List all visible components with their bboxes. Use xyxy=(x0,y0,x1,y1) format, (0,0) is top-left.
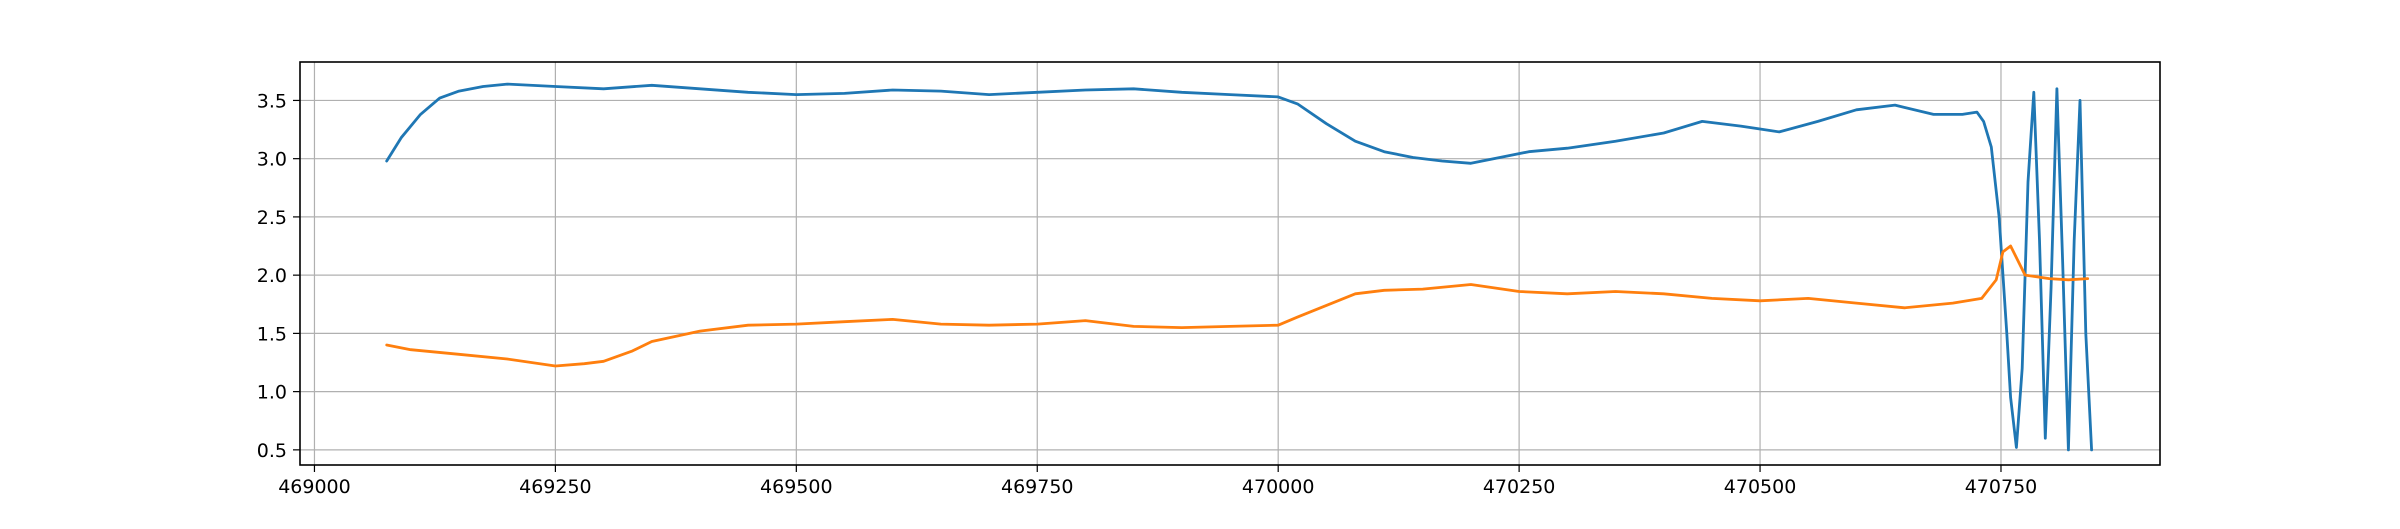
x-tick-label: 469750 xyxy=(1001,476,1074,498)
x-tick-label: 470250 xyxy=(1483,476,1556,498)
x-tick-label: 469500 xyxy=(760,476,833,498)
y-tick-label: 0.5 xyxy=(257,440,287,462)
x-tick-label: 469250 xyxy=(519,476,592,498)
y-tick-label: 2.5 xyxy=(257,207,287,229)
y-tick-label: 3.5 xyxy=(257,90,287,112)
y-tick-label: 1.0 xyxy=(257,382,287,404)
x-tick-label: 470500 xyxy=(1724,476,1797,498)
y-tick-label: 2.0 xyxy=(257,265,287,287)
y-tick-label: 1.5 xyxy=(257,323,287,345)
x-tick-label: 469000 xyxy=(278,476,351,498)
x-tick-label: 470000 xyxy=(1242,476,1315,498)
x-tick-label: 470750 xyxy=(1965,476,2038,498)
y-tick-label: 3.0 xyxy=(257,149,287,171)
